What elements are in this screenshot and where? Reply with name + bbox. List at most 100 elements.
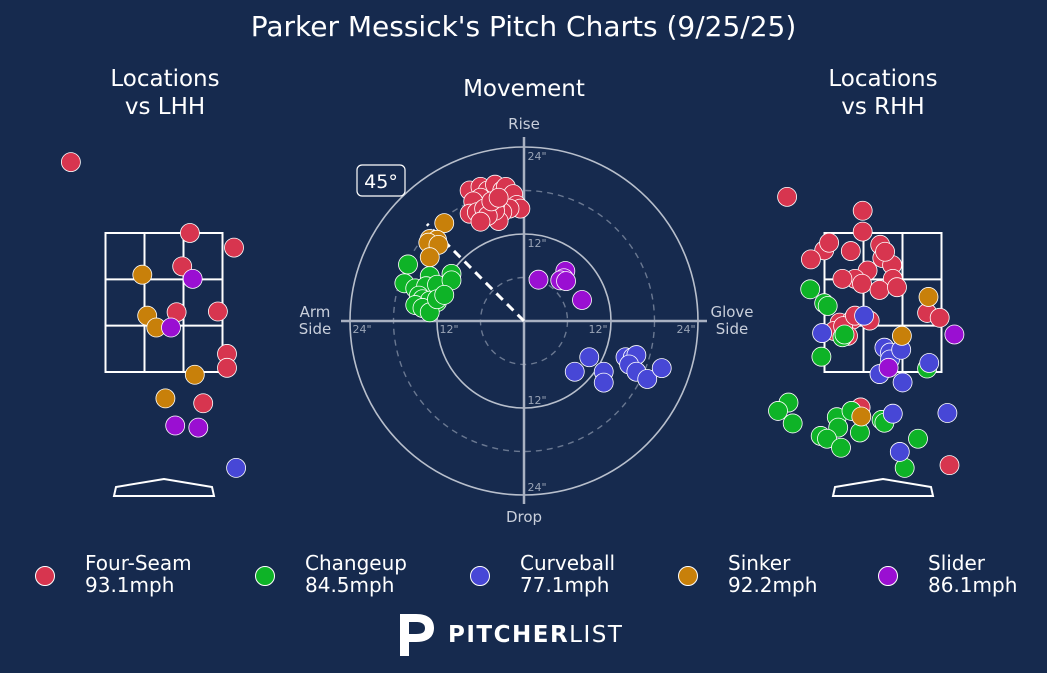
movement-panel-title: Movement [463,76,585,102]
legend-label: Four-Seam 93.1mph [85,552,192,596]
lhh-strike-zone [104,232,224,373]
axis-label-side: Side [299,320,331,338]
pitch-point-changeup [908,428,928,449]
pitch-point-four-seam [852,221,873,242]
movement-point-slider [556,271,576,292]
pitch-point-sinker [892,325,912,346]
lhh-home-plate [112,477,216,497]
movement-point-curveball [651,358,672,379]
arm-angle-box [356,164,406,197]
pitch-point-changeup [800,279,821,300]
lhh-pitch-points [61,152,247,478]
legend-swatch [678,566,698,586]
axis-label-drop: Drop [506,508,542,526]
strike-zone-box [104,232,224,373]
pitch-point-curveball [892,372,913,393]
chart-title: Parker Messick's Pitch Charts (9/25/25) [250,10,797,43]
pitch-point-four-seam [224,237,244,258]
legend-swatch [35,566,55,586]
pitch-point-four-seam [840,241,861,261]
pitch-point-slider [944,324,965,345]
legend-label: Slider 86.1mph [928,552,1017,596]
pitch-point-four-seam [875,241,895,262]
rhh-home-plate [831,477,935,497]
home-plate [112,477,216,497]
movement-point-slider [572,290,592,310]
pitch-point-slider [182,268,203,289]
pitch-point-curveball [226,458,247,478]
movement-point-curveball [564,361,585,382]
pitch-point-four-seam [217,357,237,378]
pitch-point-slider [188,417,209,438]
ring-label-24-top: 24" [527,150,546,163]
movement-point-slider [528,269,549,290]
ring-label-12-left: 12" [439,323,458,336]
legend-swatch [470,566,490,586]
pitch-point-sinker [155,388,176,409]
brand-light: LIST [569,622,624,648]
movement-labels: RiseDropArmSideGloveSide12"24"12"24"12"2… [299,115,754,526]
legend-pitch-speed: 92.2mph [728,573,818,597]
rhh-title-line-1: Locations [828,66,938,92]
legend-pitch-speed: 77.1mph [520,573,610,597]
pitch-point-changeup [834,324,855,345]
pitch-point-changeup [782,413,803,434]
pitch-point-four-seam [61,152,81,173]
pitch-point-four-seam [193,393,214,414]
arm-angle-line [425,222,526,323]
legend-pitch-name: Slider [928,551,986,575]
pitch-point-sinker [918,287,939,307]
lhh-title-line-1: Locations [110,66,220,92]
pitch-point-four-seam [869,280,890,300]
pitch-point-four-seam [887,277,907,298]
ring-label-24-left: 24" [352,323,371,336]
rhh-pitch-points [768,186,965,478]
pitch-point-four-seam [207,301,228,322]
pitch-point-changeup [811,346,832,367]
pitcherlist-p-icon [400,614,434,656]
pitch-point-four-seam [777,186,797,207]
ring-label-24-right: 24" [676,323,695,336]
pitch-point-four-seam [852,200,873,221]
pitch-point-four-seam [819,232,839,253]
legend-swatch [878,566,898,586]
home-plate [831,477,935,497]
pitch-point-sinker [851,406,872,427]
movement-point-curveball [593,372,614,393]
legend-pitch-speed: 86.1mph [928,573,1018,597]
ring-label-12-bottom: 12" [527,394,546,407]
pitch-point-four-seam [852,273,872,294]
lhh-title-line-2: vs LHH [124,94,206,120]
ring-label-12-right: 12" [588,323,607,336]
movement-point-four-seam [488,187,509,208]
axis-label-rise: Rise [508,115,540,133]
axis-label-arm: Arm [300,303,331,321]
movement-point-four-seam [470,211,491,232]
legend-pitch-name: Changeup [305,551,407,575]
ring-label-12-top: 12" [527,237,546,250]
arm-angle-label: 45° [364,171,398,193]
pitch-point-curveball [937,403,958,423]
legend-pitch-speed: 84.5mph [305,573,395,597]
pitch-point-slider [878,357,899,378]
pitch-point-sinker [132,264,153,285]
legend-pitch-name: Curveball [520,551,616,575]
lhh-panel-title: Locations vs LHH [65,65,265,121]
pitch-point-four-seam [929,307,950,328]
movement-point-curveball [637,369,658,389]
legend-label: Curveball 77.1mph [520,552,615,596]
pitcherlist-wordmark: PITCHERLIST [448,622,623,648]
pitch-point-changeup [817,296,838,316]
pitch-point-sinker [184,364,205,385]
pitch-point-changeup [768,401,788,421]
pitch-point-four-seam [179,223,200,243]
pitch-point-four-seam [939,455,960,476]
brand-bold: PITCHER [448,622,570,648]
pitch-charts-svg: RiseDropArmSideGloveSide12"24"12"24"12"2… [61,115,965,526]
pitch-point-slider [161,317,181,338]
movement-point-changeup [398,254,418,275]
movement-pitch-points [394,174,672,393]
pitch-point-curveball [882,403,903,424]
pitch-point-curveball [812,323,832,343]
legend-pitch-name: Four-Seam [85,551,192,575]
